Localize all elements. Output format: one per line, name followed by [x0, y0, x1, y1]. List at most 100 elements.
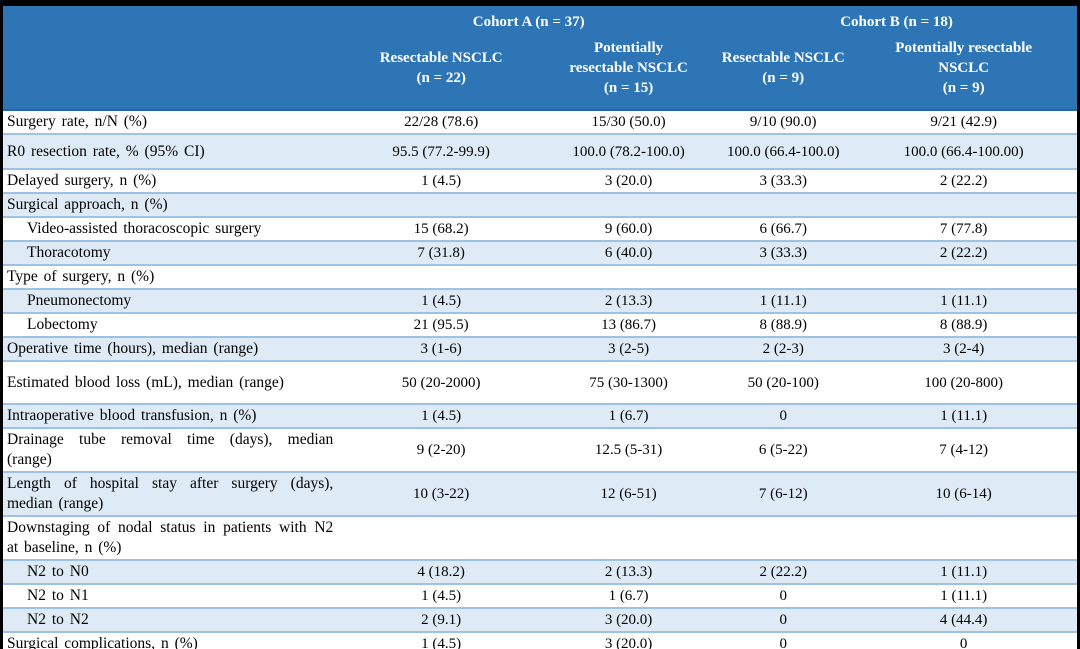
header-label-blank	[3, 32, 342, 110]
value-cell: 7 (31.8)	[417, 245, 465, 261]
value-cell: 1 (11.1)	[940, 564, 988, 580]
row-label-cell: Surgical approach, n (%)	[7, 196, 168, 213]
table-row: Surgical approach, n (%)	[3, 193, 1077, 217]
row-label-cell: Estimated blood loss (mL), median (range…	[7, 373, 284, 391]
value-cell: 1 (4.5)	[421, 408, 462, 424]
value-cell: 4 (44.4)	[939, 612, 988, 628]
table-row: N2 to N1 1 (4.5) 1 (6.7) 0 1 (11.1)	[3, 584, 1077, 608]
table-row: N2 to N2 2 (9.1) 3 (20.0) 0 4 (44.4)	[3, 608, 1077, 632]
value-cell: 22/28 (78.6)	[404, 114, 479, 130]
value-cell: 8 (88.9)	[759, 317, 807, 333]
value-cell: 7 (4-12)	[939, 442, 989, 458]
value-cell: 3 (2-5)	[607, 341, 650, 357]
value-cell: 2 (2-3)	[762, 341, 804, 357]
row-label-cell: Pneumonectomy	[27, 292, 132, 309]
value-cell	[341, 516, 541, 560]
value-cell: 9 (2-20)	[416, 442, 466, 458]
table-row: Delayed surgery, n (%) 1 (4.5) 3 (20.0) 3 (…	[3, 169, 1077, 193]
col-header-cohort-a-resectable: Resectable NSCLC (n = 22)	[341, 32, 542, 110]
table-row: Downstaging of nodal status in patients …	[3, 516, 1077, 560]
value-cell	[850, 193, 1077, 217]
value-cell: 50 (20-2000)	[401, 374, 481, 391]
value-cell	[541, 516, 716, 560]
value-cell: 12 (6-51)	[600, 486, 657, 502]
value-cell: 0	[779, 408, 787, 424]
header-corner-blank	[3, 6, 342, 32]
value-cell: 0	[779, 636, 787, 649]
row-label-cell: N2 to N0	[27, 563, 89, 580]
col-header-cohort-a-potentially-resectable: Potentially resectable NSCLC (n = 15)	[541, 32, 717, 110]
value-cell: 6 (40.0)	[604, 245, 653, 261]
value-cell: 95.5 (77.2-99.9)	[392, 143, 490, 160]
value-cell: 4 (18.2)	[417, 564, 465, 580]
value-cell	[716, 516, 850, 560]
table-header: Cohort A (n = 37) Cohort B (n = 18) Rese…	[3, 6, 1077, 110]
value-cell: 0	[779, 588, 787, 604]
value-cell: 100.0 (66.4-100.00)	[903, 143, 1024, 160]
table-row: Pneumonectomy 1 (4.5) 2 (13.3) 1 (11.1) 1 (1…	[3, 289, 1077, 313]
value-cell: 10 (3-22)	[413, 486, 470, 502]
row-label-cell: Downstaging of nodal status in patients …	[7, 519, 334, 556]
value-cell: 1 (4.5)	[421, 588, 462, 604]
value-cell	[850, 265, 1077, 289]
value-cell	[541, 193, 716, 217]
value-cell	[341, 265, 541, 289]
row-label-cell: Operative time (hours), median (range)	[7, 340, 259, 357]
value-cell: 15 (68.2)	[413, 221, 469, 237]
value-cell	[716, 265, 850, 289]
value-cell	[341, 193, 541, 217]
value-cell: 13 (86.7)	[601, 317, 657, 333]
row-label-cell: Surgical complications, n (%)	[7, 635, 198, 649]
value-cell: 8 (88.9)	[939, 317, 988, 333]
value-cell: 3 (20.0)	[604, 636, 653, 649]
cohort-b-header: Cohort B (n = 18)	[716, 6, 1077, 32]
col-header-cohort-b-potentially-resectable: Potentially resectable NSCLC (n = 9)	[850, 32, 1077, 110]
surgery-outcomes-table-wrap: Cohort A (n = 37) Cohort B (n = 18) Rese…	[3, 6, 1077, 649]
row-label-cell: Thoracotomy	[27, 244, 111, 261]
cohort-header-row: Cohort A (n = 37) Cohort B (n = 18)	[3, 6, 1077, 32]
value-cell: 12.5 (5-31)	[594, 442, 663, 458]
row-label-cell: Length of hospital stay after surgery (d…	[7, 475, 334, 512]
value-cell: 2 (13.3)	[604, 293, 653, 309]
value-cell: 3 (33.3)	[759, 245, 807, 261]
table-row: N2 to N0 4 (18.2) 2 (13.3) 2 (22.2) 1 (11.1)	[3, 560, 1077, 584]
value-cell: 1 (4.5)	[421, 293, 462, 309]
row-label-cell: Lobectomy	[27, 316, 98, 333]
table-row: Type of surgery, n (%)	[3, 265, 1077, 289]
row-label-cell: N2 to N1	[27, 587, 89, 604]
col-header-cohort-b-resectable: Resectable NSCLC (n = 9)	[716, 32, 851, 110]
value-cell: 15/30 (50.0)	[591, 114, 666, 130]
value-cell: 6 (5-22)	[758, 442, 808, 458]
value-cell: 21 (95.5)	[413, 317, 469, 333]
value-cell: 50 (20-100)	[747, 374, 819, 391]
row-label-cell: Surgery rate, n/N (%)	[7, 113, 148, 130]
value-cell: 1 (11.1)	[940, 293, 988, 309]
value-cell: 9/10 (90.0)	[749, 114, 817, 130]
table-row: Estimated blood loss (mL), median (range…	[3, 361, 1077, 404]
value-cell: 0	[959, 636, 968, 649]
value-cell: 1 (11.1)	[759, 293, 807, 309]
table-body: Surgery rate, n/N (%) 22/28 (78.6) 15/30 (…	[3, 110, 1077, 649]
table-row: Surgery rate, n/N (%) 22/28 (78.6) 15/30 (…	[3, 110, 1077, 134]
value-cell: 3 (20.0)	[604, 173, 653, 189]
value-cell: 3 (2-4)	[943, 341, 985, 357]
surgery-outcomes-table: Cohort A (n = 37) Cohort B (n = 18) Rese…	[3, 6, 1077, 649]
row-label-cell: Type of surgery, n (%)	[7, 268, 155, 285]
value-cell	[716, 193, 850, 217]
value-cell: 100.0 (66.4-100.0)	[726, 143, 840, 160]
row-label-cell: Drainage tube removal time (days), media…	[7, 431, 334, 468]
table-row: Surgical complications, n (%) 1 (4.5) 3 (2…	[3, 632, 1077, 649]
row-label-cell: R0 resection rate, % (95% CI)	[7, 142, 205, 160]
value-cell: 1 (6.7)	[608, 588, 649, 604]
value-cell: 7 (6-12)	[758, 486, 808, 502]
row-label-cell: Delayed surgery, n (%)	[7, 172, 157, 189]
table-row: Operative time (hours), median (range) 3 …	[3, 337, 1077, 361]
value-cell: 1 (4.5)	[421, 173, 462, 189]
value-cell: 2 (22.2)	[939, 173, 988, 189]
value-cell: 75 (30-1300)	[589, 374, 668, 391]
value-cell: 9 (60.0)	[604, 221, 653, 237]
value-cell: 1 (11.1)	[940, 408, 988, 424]
table-row: R0 resection rate, % (95% CI) 95.5 (77.2-…	[3, 134, 1077, 169]
value-cell: 6 (66.7)	[759, 221, 807, 237]
value-cell: 2 (22.2)	[939, 245, 988, 261]
